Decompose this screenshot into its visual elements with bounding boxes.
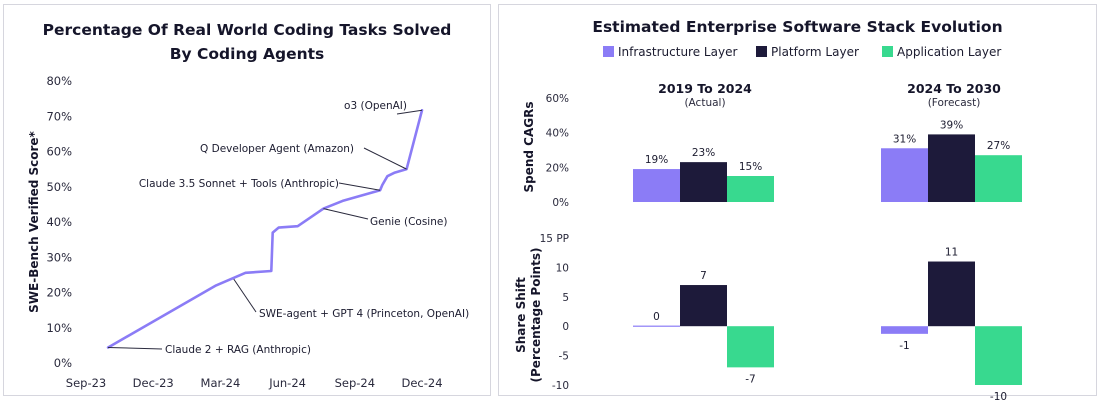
bar: [975, 326, 1022, 385]
bar-value-label: 23%: [692, 147, 715, 159]
bar: [680, 285, 727, 327]
y-tick-label: 10: [556, 262, 569, 274]
y-tick-label: 40%: [546, 128, 569, 140]
y-axis-label: SWE-Bench Verified Score*: [27, 130, 41, 312]
bar-value-label: 19%: [645, 154, 668, 166]
y-tick-label: 70%: [46, 109, 72, 123]
y-axis-label: Spend CAGRs: [522, 101, 536, 192]
bar-value-label: 27%: [987, 140, 1010, 152]
legend-swatch: [603, 46, 614, 57]
left-chart-title: Percentage Of Real World Coding Tasks So…: [4, 18, 490, 66]
bar-value-label: -10: [990, 391, 1007, 403]
y-tick-label: 5: [562, 292, 569, 304]
annotation-label: Q Developer Agent (Amazon): [200, 143, 354, 155]
legend-swatch: [756, 46, 767, 57]
y-tick-label: 60%: [46, 145, 72, 159]
bar-value-label: -7: [745, 373, 755, 385]
x-tick-label: Jun-24: [268, 376, 306, 390]
annotation-leader-line: [323, 208, 369, 220]
y-tick-label: 0: [562, 321, 569, 333]
y-tick-label: 50%: [46, 180, 72, 194]
y-tick-label: 0%: [552, 197, 569, 209]
bar: [727, 176, 774, 202]
y-tick-label: -10: [552, 380, 569, 392]
bar: [928, 261, 975, 327]
x-tick-label: Sep-23: [66, 376, 106, 390]
annotation-label: Claude 3.5 Sonnet + Tools (Anthropic): [139, 178, 339, 190]
bar: [633, 169, 680, 202]
legend-label: Platform Layer: [771, 45, 859, 59]
annotation-label: SWE-agent + GPT 4 (Princeton, OpenAI): [259, 308, 469, 320]
left-chart-panel: Percentage Of Real World Coding Tasks So…: [3, 4, 491, 396]
legend-label: Infrastructure Layer: [618, 45, 737, 59]
bar: [633, 325, 680, 327]
bar-value-label: 39%: [940, 119, 963, 131]
left-chart-title-line-2: By Coding Agents: [169, 45, 325, 63]
group-title: 2019 To 2024: [658, 81, 752, 96]
bar-value-label: -1: [899, 340, 909, 352]
bar: [727, 326, 774, 368]
y-tick-label: -5: [559, 351, 569, 363]
bar-value-label: 7: [700, 270, 707, 282]
y-axis-label: (Percentage Points): [529, 248, 543, 383]
x-tick-label: Dec-24: [401, 376, 442, 390]
annotation-label: Genie (Cosine): [370, 216, 447, 228]
x-tick-label: Mar-24: [201, 376, 241, 390]
bar-value-label: 11: [945, 247, 958, 259]
y-tick-label: 20%: [546, 162, 569, 174]
y-tick-label: 40%: [46, 215, 72, 229]
group-subtitle: (Actual): [684, 97, 725, 109]
y-axis-label: Share Shift: [514, 277, 528, 353]
y-tick-label: 80%: [46, 74, 72, 88]
annotation-leader-line: [233, 278, 257, 313]
bar: [881, 148, 928, 202]
right-chart-panel: Estimated Enterprise Software Stack Evol…: [498, 4, 1097, 403]
right-chart-title: Estimated Enterprise Software Stack Evol…: [592, 18, 1003, 36]
bar: [881, 326, 928, 334]
y-tick-label: 15 PP: [540, 233, 569, 245]
y-tick-label: 0%: [54, 356, 72, 370]
x-tick-label: Sep-24: [335, 376, 375, 390]
annotation-label: Claude 2 + RAG (Anthropic): [165, 344, 311, 356]
y-tick-label: 60%: [546, 93, 569, 105]
x-tick-label: Dec-23: [133, 376, 174, 390]
group-subtitle: (Forecast): [928, 97, 981, 109]
annotation-label: o3 (OpenAI): [344, 100, 407, 112]
annotation-leader-line: [108, 346, 163, 350]
left-chart-title-line-1: Percentage Of Real World Coding Tasks So…: [42, 21, 452, 39]
bar-value-label: 15%: [739, 161, 762, 173]
annotation-leader-line: [338, 182, 381, 191]
legend-label: Application Layer: [897, 45, 1001, 59]
bar: [680, 162, 727, 202]
annotation-leader-line: [396, 109, 423, 115]
group-title: 2024 To 2030: [907, 81, 1001, 96]
annotation-leader-line: [363, 147, 407, 170]
bar: [928, 134, 975, 202]
y-tick-label: 20%: [46, 286, 72, 300]
y-tick-label: 10%: [46, 321, 72, 335]
bar: [975, 155, 1022, 202]
bar-chart: Infrastructure Layer Platform Layer Applic…: [514, 45, 1022, 403]
legend-swatch: [882, 46, 893, 57]
bar-value-label: 0: [653, 311, 660, 323]
line-chart: 0% 10% 20% 30% 40% 50% 60% 70% 80% Sep-23 Dec-23 Ma…: [27, 74, 469, 390]
bar-value-label: 31%: [893, 133, 916, 145]
y-tick-label: 30%: [46, 250, 72, 264]
